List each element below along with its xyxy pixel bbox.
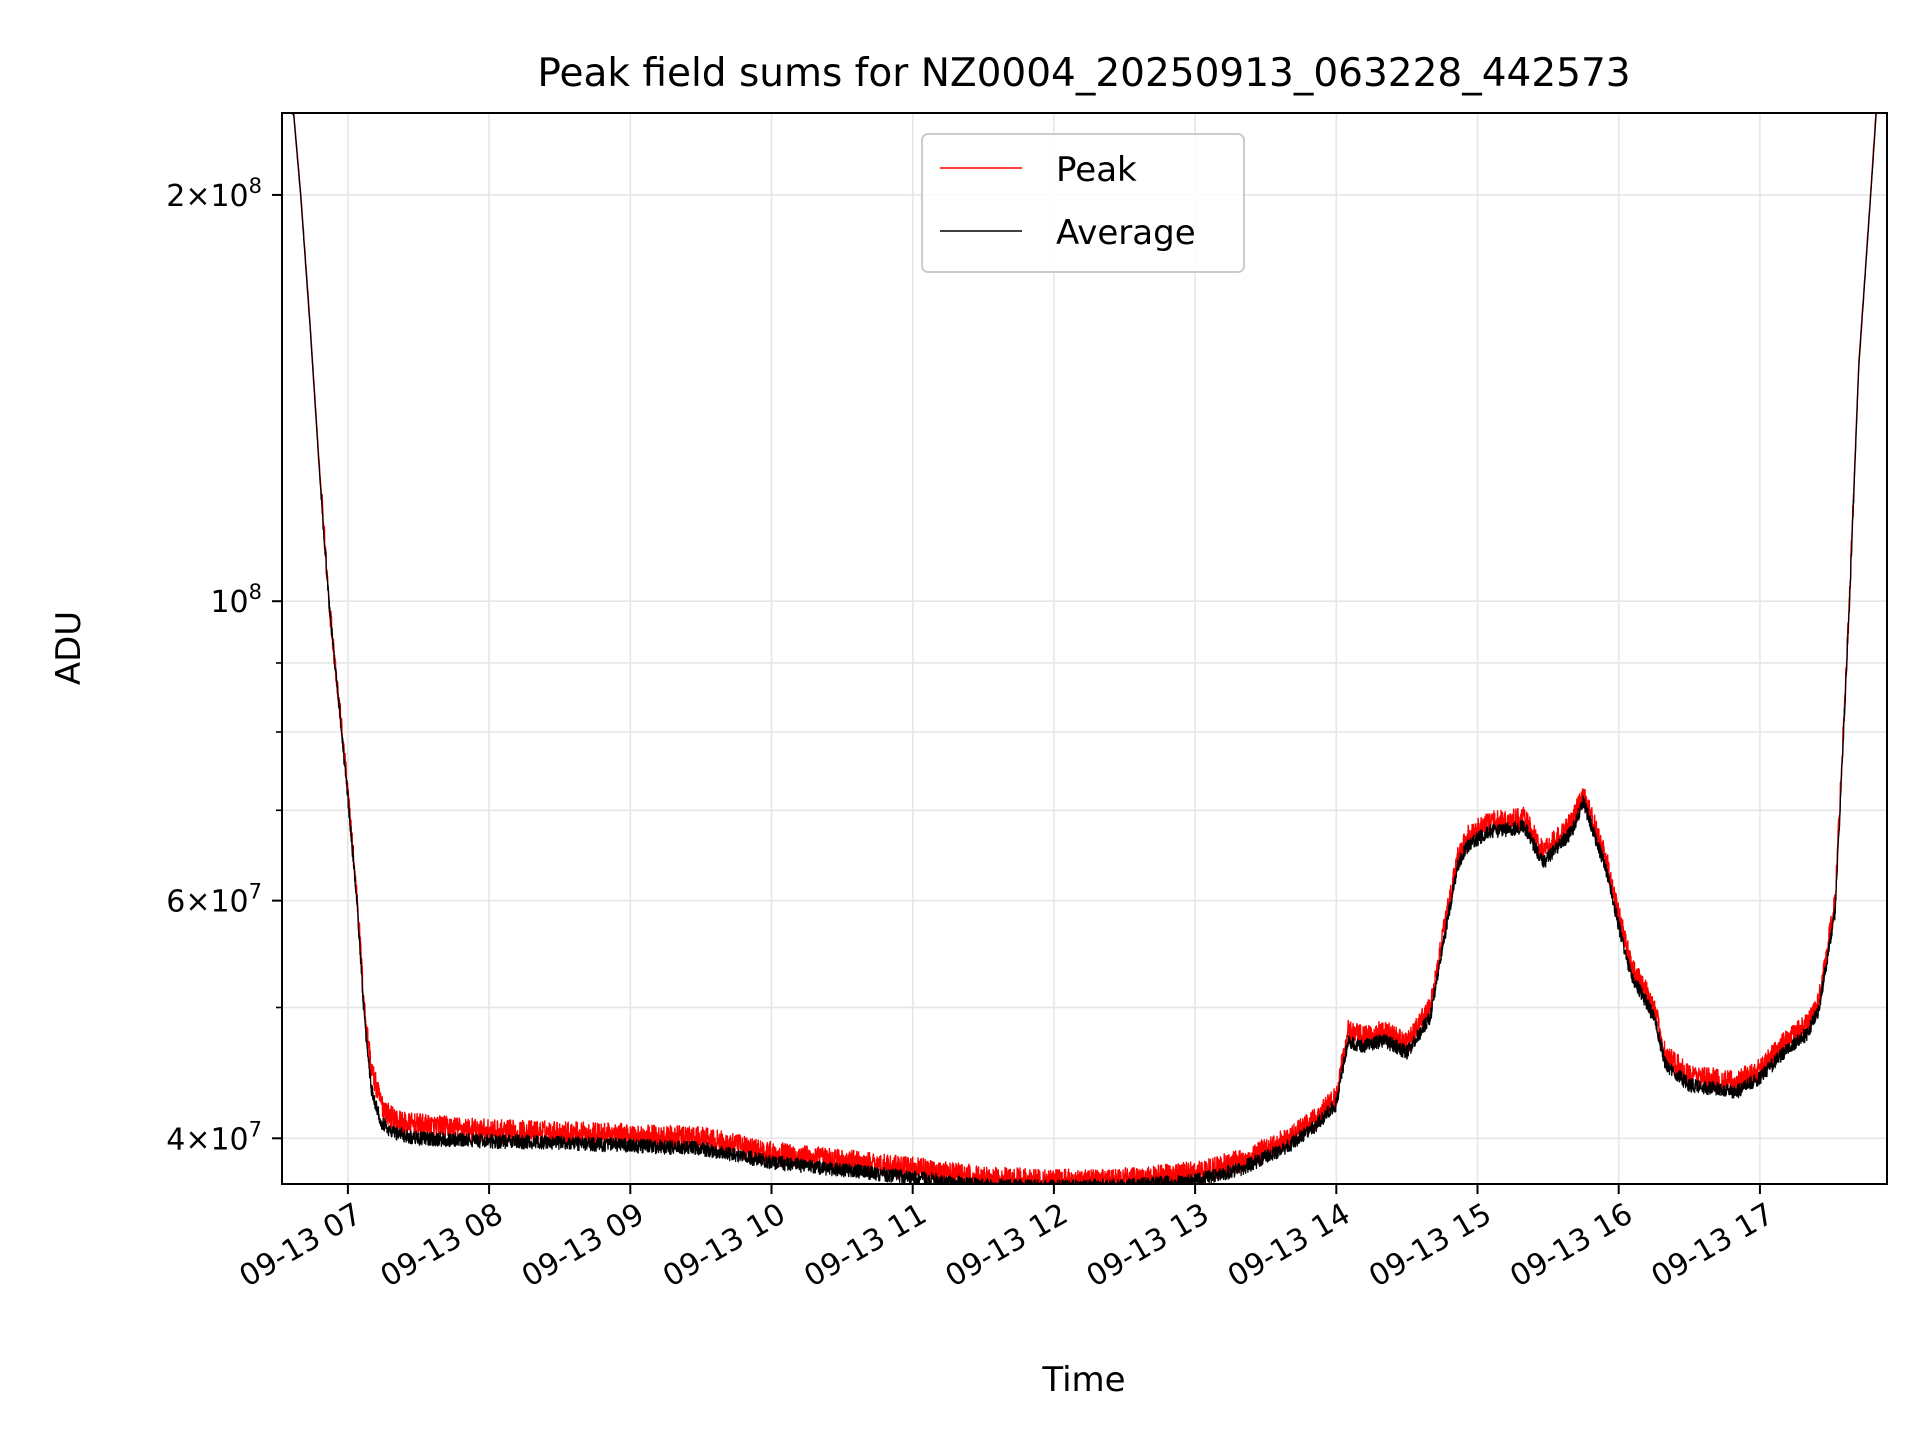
x-tick-label: 09-13 14 — [1222, 1197, 1356, 1295]
y-tick-base: 4 — [166, 1122, 185, 1157]
series-line-average — [291, 113, 1877, 1184]
y-tick-times: ×10 — [185, 885, 248, 920]
legend-label-peak: Peak — [1056, 150, 1137, 190]
y-tick-base: 10 — [210, 585, 248, 620]
legend-label-average: Average — [1056, 213, 1196, 253]
y-tick-base: 6 — [166, 885, 185, 920]
y-tick-times: ×10 — [185, 1122, 248, 1157]
y-tick-label: 4×107 — [166, 1117, 262, 1157]
x-tick-label: 09-13 09 — [516, 1197, 650, 1295]
y-tick-exponent: 8 — [249, 580, 262, 604]
axes-frame — [281, 112, 1888, 1185]
x-tick-label: 09-13 07 — [234, 1197, 368, 1295]
x-tick-label: 09-13 16 — [1504, 1197, 1638, 1295]
y-tick-exponent: 8 — [249, 174, 262, 198]
y-tick-exponent: 7 — [249, 1117, 262, 1141]
y-axis-label: ADU — [49, 611, 89, 685]
y-tick-times: ×10 — [185, 179, 248, 214]
y-tick-base: 2 — [166, 179, 185, 214]
x-tick-label: 09-13 17 — [1646, 1197, 1780, 1295]
x-tick-label: 09-13 13 — [1081, 1197, 1215, 1295]
x-tick-label: 09-13 15 — [1363, 1197, 1497, 1295]
grid — [282, 113, 1887, 1184]
x-tick-label: 09-13 08 — [375, 1197, 509, 1295]
x-tick-label: 09-13 10 — [657, 1197, 791, 1295]
x-tick-label: 09-13 12 — [940, 1197, 1074, 1295]
x-tick-label: 09-13 11 — [798, 1197, 932, 1295]
y-tick-label: 6×107 — [166, 880, 262, 920]
chart-title: Peak field sums for NZ0004_20250913_0632… — [537, 51, 1630, 96]
legend: Peak Average — [921, 133, 1245, 273]
x-axis-label: Time — [1041, 1360, 1125, 1400]
y-tick-exponent: 7 — [249, 880, 262, 904]
y-tick-label: 108 — [210, 580, 262, 620]
y-tick-label: 2×108 — [166, 174, 262, 214]
